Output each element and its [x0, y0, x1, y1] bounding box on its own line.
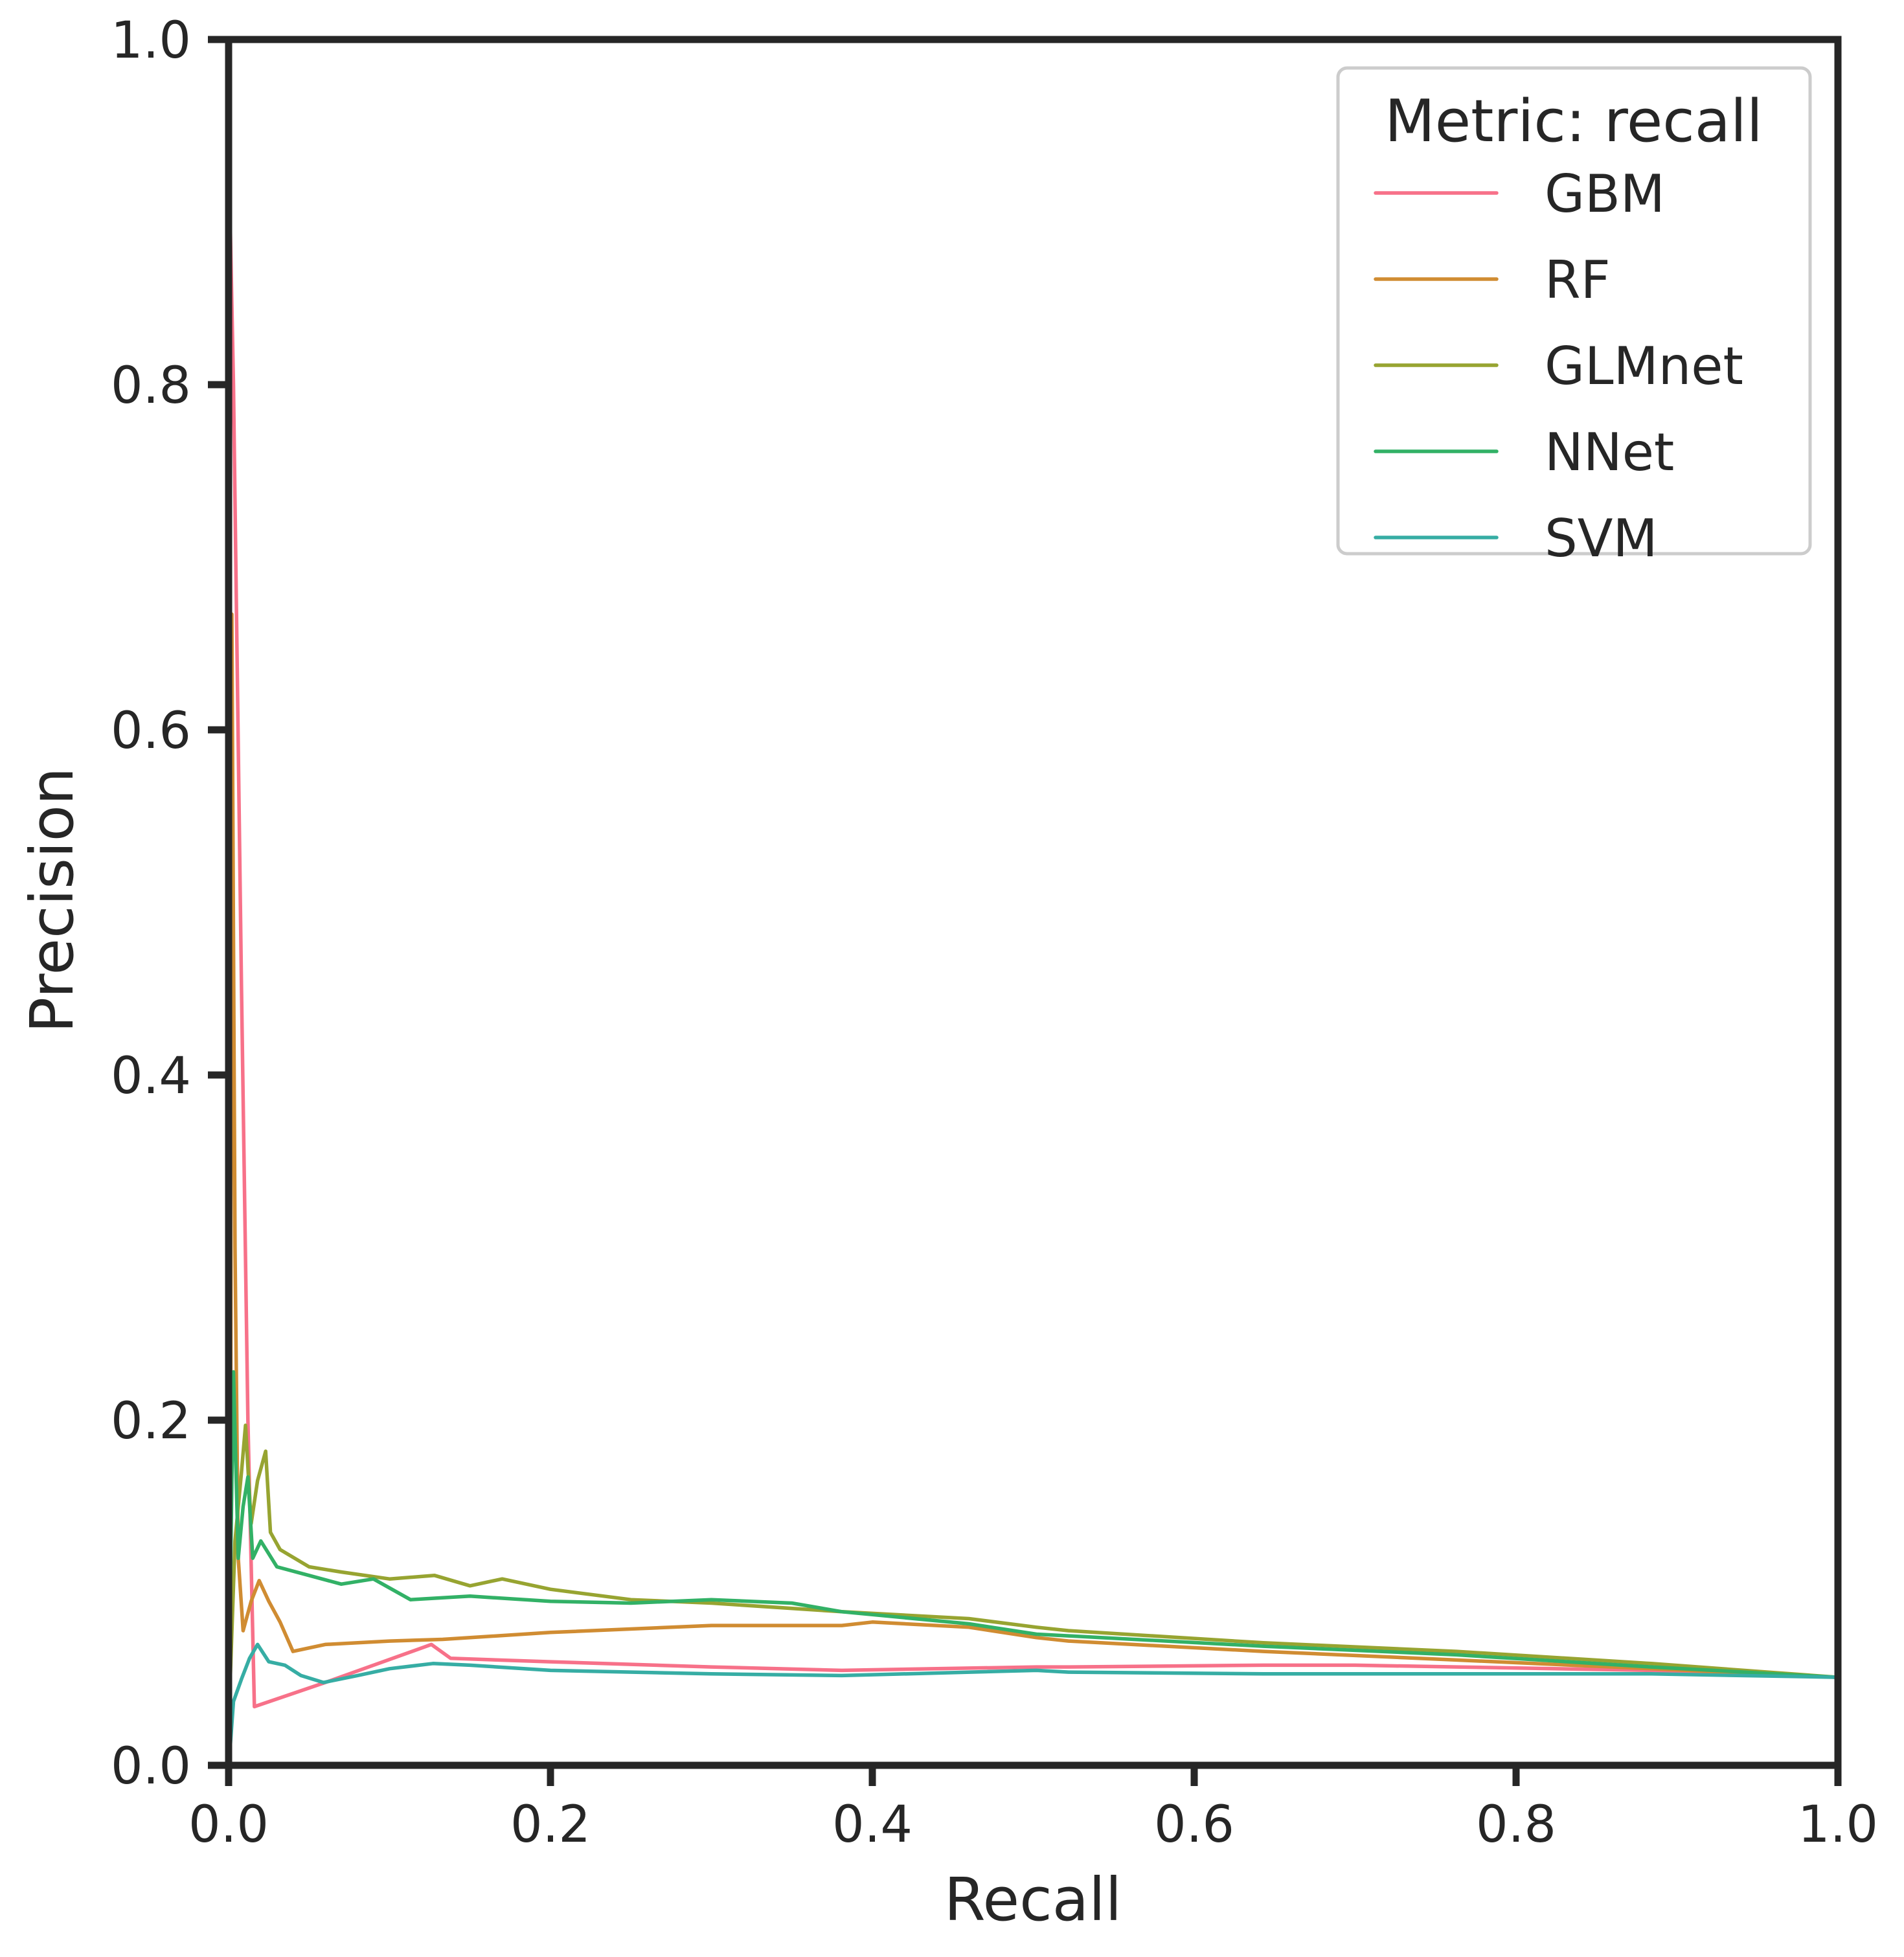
series-lines	[227, 141, 1840, 1767]
legend-label: GBM	[1545, 164, 1665, 224]
x-axis-ticks: 0.0 0.2 0.4 0.6 0.8 1.0	[188, 1765, 1878, 1854]
legend-item-rf: RF	[1374, 250, 1611, 310]
legend-label: GLMnet	[1545, 336, 1743, 396]
legend-item-glmnet: GLMnet	[1374, 336, 1743, 396]
series-line-glmnet	[228, 1423, 1840, 1681]
y-tick-label: 0.4	[111, 1047, 191, 1105]
legend-item-svm: SVM	[1374, 508, 1658, 569]
legend-items: GBM RF GLMnet NNet SVM	[1374, 164, 1743, 569]
legend-label: RF	[1545, 250, 1611, 310]
y-tick-label: 1.0	[111, 12, 191, 70]
y-tick-label: 0.0	[111, 1737, 191, 1796]
legend-box	[1336, 66, 1812, 556]
legend-title: Metric: recall	[1385, 87, 1763, 155]
x-tick-label: 0.2	[510, 1796, 591, 1854]
plot-frame	[225, 36, 1842, 1769]
x-tick-label: 0.4	[832, 1796, 912, 1854]
series-line-gbm	[227, 141, 1840, 1709]
legend: Metric: recall GBM RF GLMnet NNet SVM	[1336, 66, 1812, 569]
x-tick-label: 0.0	[188, 1796, 269, 1854]
y-axis-ticks: 0.0 0.2 0.4 0.6 0.8 1.0	[111, 12, 229, 1796]
legend-item-gbm: GBM	[1374, 164, 1665, 224]
y-tick-label: 0.8	[111, 357, 191, 415]
legend-label: NNet	[1545, 422, 1674, 482]
legend-item-nnet: NNet	[1374, 422, 1674, 482]
legend-label: SVM	[1545, 508, 1658, 569]
y-axis-label: Precision	[17, 767, 87, 1034]
y-tick-label: 0.2	[111, 1392, 191, 1451]
series-line-svm	[227, 1642, 1840, 1759]
series-line-nnet	[228, 1370, 1840, 1679]
x-axis-label: Recall	[944, 1865, 1122, 1934]
x-tick-label: 1.0	[1798, 1796, 1878, 1854]
x-tick-label: 0.6	[1154, 1796, 1234, 1854]
y-tick-label: 0.6	[111, 702, 191, 760]
series-line-rf	[228, 612, 1840, 1767]
x-tick-label: 0.8	[1476, 1796, 1556, 1854]
